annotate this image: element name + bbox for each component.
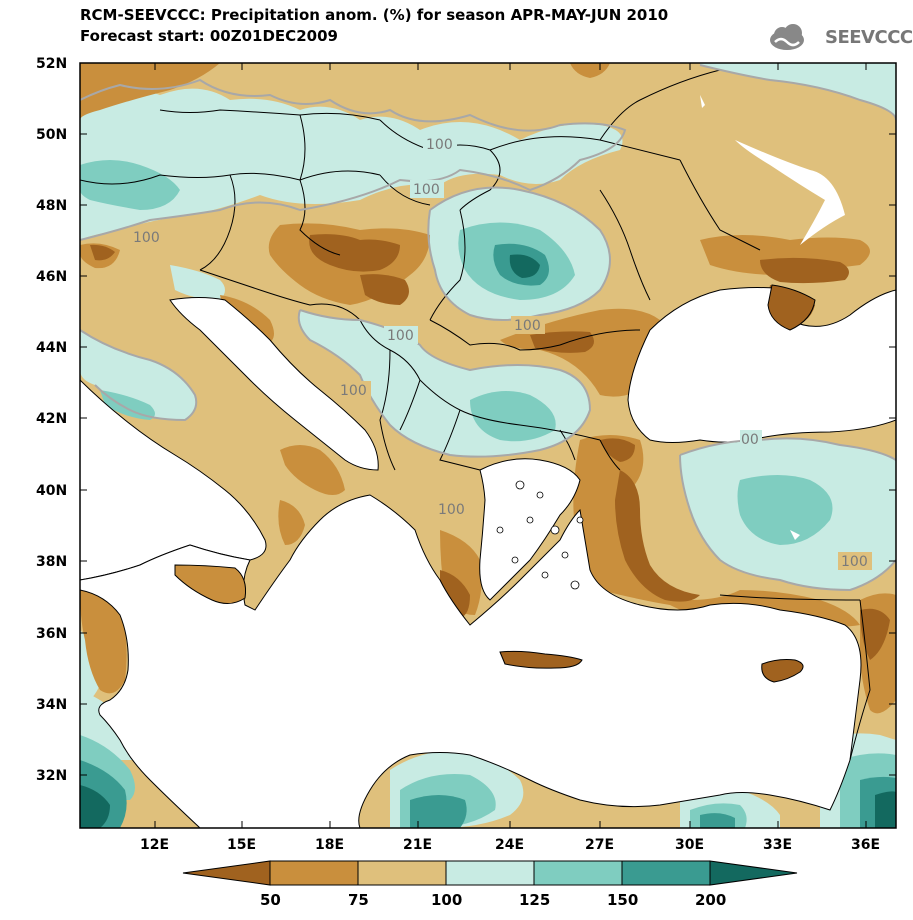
no-data-areas [700,95,845,540]
colorbar: 50 75 100 125 150 200 [182,860,798,909]
lon-tick-label: 30E [675,837,704,853]
contour-label: 100 [841,554,868,570]
forecast-start-label: Forecast start: 00Z01DEC2009 [80,27,338,45]
colorbar-label: 125 [519,891,550,909]
colorbar-bin-125-150 [533,860,623,886]
lat-tick-label: 52N [36,56,67,72]
map-frame [79,62,897,829]
colorbar-bin-lt50 [182,860,271,886]
lon-tick-label: 27E [585,837,614,853]
lon-tick-label: 12E [140,837,169,853]
lat-tick-label: 36N [36,626,67,642]
colorbar-bin-150-200 [621,860,711,886]
lon-tick-label: 15E [227,837,256,853]
colorbar-label: 50 [260,891,281,909]
seevccc-logo [770,24,804,50]
mediterranean-sea [80,494,862,828]
contour-label: 100 [438,502,465,518]
lon-tick-label: 24E [495,837,524,853]
contour-label: 100 [413,182,440,198]
colorbar-bin-50-75 [269,860,359,886]
anomaly-over-200-regions [80,254,896,828]
lon-tick-label: 36E [851,837,880,853]
colorbar-label: 150 [607,891,638,909]
lon-tick-label: 21E [403,837,432,853]
lon-tick-label: 33E [763,837,792,853]
crete-island [499,650,583,669]
contour-label: 100 [133,230,160,246]
aegean-sea [479,458,581,601]
lat-tick-label: 48N [36,198,67,214]
contour-label: 100 [426,137,453,153]
anomaly-125-150-regions [80,160,896,828]
sea-areas [80,287,896,828]
latitude-axis: 52N 50N 48N 46N 44N 42N 40N 38N 36N 34N … [36,56,896,784]
contour-label: 100 [387,328,414,344]
lat-tick-label: 32N [36,768,67,784]
colorbar-label: 100 [431,891,462,909]
colorbar-label: 75 [348,891,369,909]
lat-tick-label: 46N [36,269,67,285]
contour-label: 100 [340,383,367,399]
contour-labels: 100 100 100 100 100 100 100 100 00 [130,135,872,570]
lat-tick-label: 38N [36,554,67,570]
contour-label: 100 [514,318,541,334]
logo-text: SEEVCCC [825,27,913,48]
adriatic-sea [169,297,379,471]
colorbar-bin-gt200 [709,860,798,886]
crimea [767,284,816,331]
country-borders [80,69,871,761]
cyprus-island [761,659,804,683]
lat-tick-label: 42N [36,411,67,427]
islands [174,284,816,683]
lat-tick-label: 44N [36,340,67,356]
contour-label: 00 [741,432,759,448]
map-title: RCM-SEEVCCC: Precipitation anom. (%) for… [80,6,669,24]
longitude-axis: 12E 15E 18E 21E 24E 27E 30E 33E 36E [140,63,880,853]
colorbar-bin-75-100 [357,860,447,886]
colorbar-bin-100-125 [445,860,535,886]
aegean-islands [496,480,584,590]
lon-tick-label: 18E [315,837,344,853]
anomaly-under-50-regions [90,234,890,682]
sicily-island [174,564,246,604]
lat-tick-label: 50N [36,127,67,143]
lat-tick-label: 34N [36,697,67,713]
contour-100-lines [80,64,896,592]
lat-tick-label: 40N [36,483,67,499]
colorbar-label: 200 [695,891,726,909]
